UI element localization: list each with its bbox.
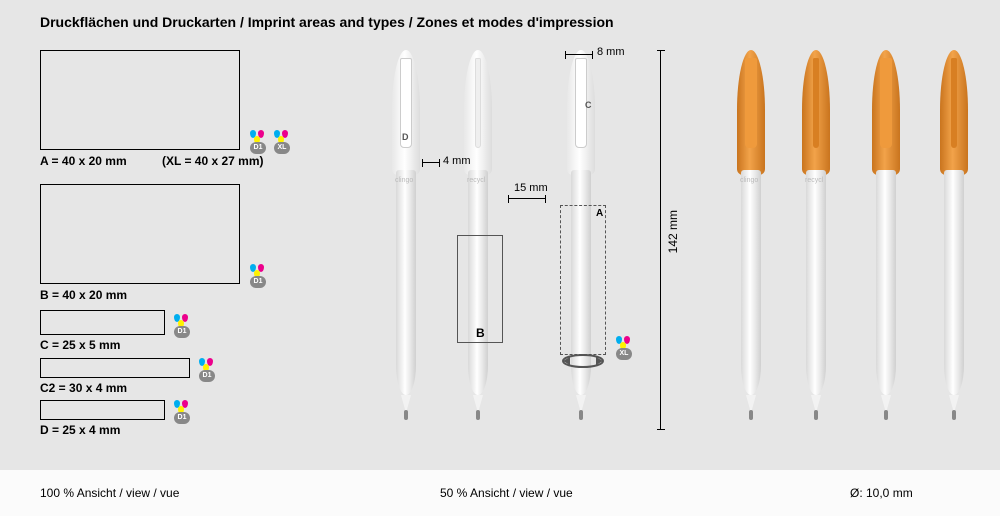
dim-8mm-label: 8 mm: [597, 46, 625, 58]
footer-view-100: 100 % Ansicht / view / vue: [40, 486, 179, 500]
pen-sample-4: [938, 50, 970, 430]
page-title: Druckflächen und Druckarten / Imprint ar…: [40, 14, 614, 30]
ink-icon: D1: [248, 264, 270, 288]
area-a-label: A = 40 x 20 mm: [40, 154, 127, 168]
imprint-area-c: [40, 310, 165, 335]
badge-xl: XL: [616, 348, 632, 360]
diagram-canvas: Druckflächen und Druckarten / Imprint ar…: [0, 0, 1000, 516]
area-b-label: B = 40 x 20 mm: [40, 288, 127, 302]
dim-8mm: [565, 54, 593, 55]
marker-a: A: [596, 208, 603, 219]
footer-diameter: Ø: 10,0 mm: [850, 486, 913, 500]
badge-d1: D1: [250, 276, 266, 288]
badge-d1: D1: [174, 326, 190, 338]
marker-d: D: [402, 132, 409, 142]
badge-d1: D1: [174, 412, 190, 424]
footer-view-50: 50 % Ansicht / view / vue: [440, 486, 573, 500]
area-d-label: D = 25 x 4 mm: [40, 423, 120, 437]
imprint-area-d: [40, 400, 165, 420]
ink-icon: D1: [248, 130, 270, 154]
brand-text: recycl: [805, 177, 823, 184]
ink-icon: D1: [197, 358, 219, 382]
brand-text: recycl: [467, 177, 485, 184]
dim-142mm-label: 142 mm: [666, 210, 680, 253]
rotate-arrow-icon: [560, 350, 606, 372]
pen-sample-1: clingo: [735, 50, 767, 430]
dim-4mm-label: 4 mm: [443, 155, 471, 167]
marker-c: C: [585, 100, 592, 110]
badge-xl: XL: [274, 142, 290, 154]
badge-d1: D1: [199, 370, 215, 382]
ink-icon: D1: [172, 400, 194, 424]
dim-4mm: [422, 162, 440, 163]
imprint-area-c2: [40, 358, 190, 378]
area-a-xl-note: (XL = 40 x 27 mm): [162, 154, 264, 168]
area-c-label: C = 25 x 5 mm: [40, 338, 120, 352]
pen-diagram-1: clingo D: [390, 50, 422, 430]
ink-icon: D1: [172, 314, 194, 338]
ink-icon: XL: [614, 336, 636, 360]
footer-band: 100 % Ansicht / view / vue 50 % Ansicht …: [0, 470, 1000, 516]
imprint-area-b: [40, 184, 240, 284]
imprint-area-a: [40, 50, 240, 150]
pen-sample-2: recycl: [800, 50, 832, 430]
marker-b: B: [476, 326, 485, 340]
area-c2-label: C2 = 30 x 4 mm: [40, 381, 127, 395]
dim-15mm-label: 15 mm: [514, 182, 548, 194]
dim-142mm: [660, 50, 661, 430]
badge-d1: D1: [250, 142, 266, 154]
brand-text: clingo: [740, 177, 758, 184]
pen-sample-3: [870, 50, 902, 430]
zone-a-overlay: [560, 205, 606, 355]
dim-15mm: [508, 198, 546, 199]
brand-text: clingo: [395, 177, 413, 184]
ink-icon: XL: [272, 130, 294, 154]
